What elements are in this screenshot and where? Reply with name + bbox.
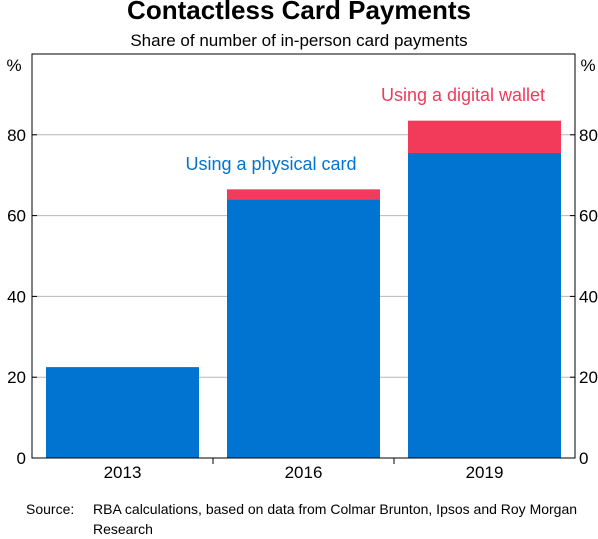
- y-tick-label-right: 60: [579, 207, 598, 226]
- x-tick-label: 2019: [466, 463, 504, 482]
- bar-digital-wallet: [408, 120, 561, 153]
- y-tick-label-left: 0: [17, 449, 26, 468]
- bar-physical-card: [46, 367, 199, 458]
- chart-subtitle: Share of number of in-person card paymen…: [130, 31, 468, 50]
- chart-title: Contactless Card Payments: [127, 0, 471, 25]
- bar-digital-wallet: [227, 189, 380, 200]
- legend-digital-wallet: Using a digital wallet: [381, 85, 545, 105]
- y-tick-label-right: 40: [579, 287, 598, 306]
- plot-frame: [31, 53, 576, 459]
- source-text: RBA calculations, based on data from Col…: [93, 501, 578, 537]
- y-tick-label-left: 60: [7, 207, 26, 226]
- bar-physical-card: [227, 199, 380, 458]
- y-tick-label-left: 80: [7, 126, 26, 145]
- x-tick-label: 2013: [104, 463, 142, 482]
- legend-physical-card: Using a physical card: [185, 154, 356, 174]
- source-label: Source:: [26, 501, 75, 517]
- bar-physical-card: [408, 152, 561, 459]
- y-tick-label-right: 80: [579, 126, 598, 145]
- y-tick-label-left: 40: [7, 287, 26, 306]
- y-tick-label-left: 20: [7, 368, 26, 387]
- y-unit-right: %: [580, 56, 595, 75]
- x-tick-label: 2016: [285, 463, 323, 482]
- y-tick-label-right: 0: [579, 449, 588, 468]
- y-tick-label-right: 20: [579, 368, 598, 387]
- y-unit-left: %: [6, 56, 21, 75]
